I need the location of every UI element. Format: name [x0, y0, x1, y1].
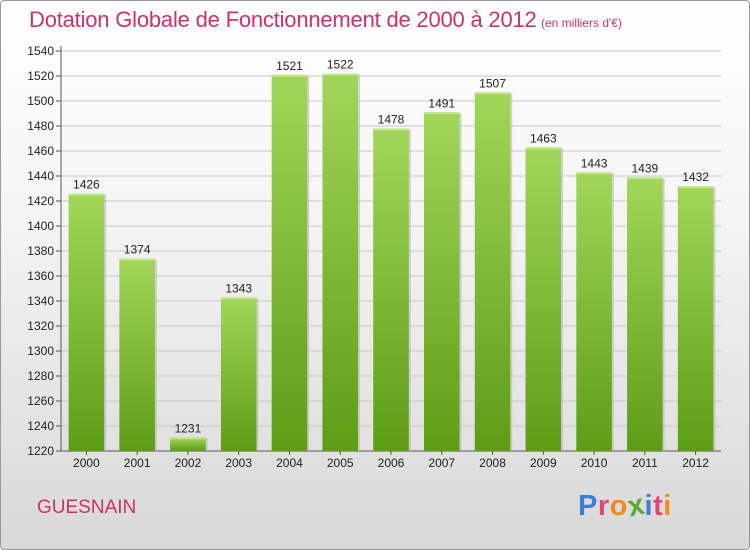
bar-2008 — [474, 92, 511, 451]
bar-value-label: 1231 — [175, 421, 202, 435]
x-tick-label: 2005 — [327, 456, 354, 470]
bar-2012 — [677, 186, 714, 451]
bar-highlight — [119, 258, 155, 261]
bar-2003 — [220, 297, 257, 451]
bar-value-label: 1522 — [327, 58, 354, 72]
bar-highlight — [677, 186, 714, 188]
bar-2005 — [322, 73, 358, 451]
bar-value-label: 1374 — [124, 243, 151, 257]
bar-value-label: 1491 — [428, 96, 455, 110]
x-tick-label: 2004 — [276, 456, 303, 470]
y-tick-label: 1400 — [27, 219, 54, 233]
y-tick-label: 1440 — [27, 169, 54, 183]
bar-highlight — [170, 437, 206, 440]
bar-highlight — [474, 92, 511, 95]
bar-value-label: 1507 — [479, 76, 506, 90]
bar-value-label: 1521 — [276, 59, 303, 73]
y-tick-label: 1420 — [27, 194, 54, 208]
y-tick-label: 1320 — [27, 319, 54, 333]
logo-letter: r — [597, 490, 610, 522]
x-tick-label: 2012 — [682, 456, 709, 470]
logo-letter: o — [609, 490, 628, 522]
bar-2001 — [119, 258, 155, 451]
x-tick-label: 2001 — [124, 456, 151, 470]
logo-letter: t — [653, 490, 664, 522]
bar-2010 — [576, 172, 612, 451]
y-tick-label: 1340 — [27, 294, 54, 308]
logo-letter: i — [663, 490, 672, 522]
y-tick-label: 1300 — [27, 344, 54, 358]
bar-2004 — [271, 74, 308, 451]
y-tick-label: 1240 — [27, 419, 54, 433]
proxiti-logo: Proxiti — [578, 489, 672, 524]
x-tick-label: 2007 — [428, 456, 455, 470]
bars — [68, 73, 716, 451]
bar-highlight — [424, 112, 460, 115]
bar-highlight — [271, 74, 308, 77]
bar-highlight — [68, 193, 105, 196]
bar-highlight — [220, 297, 257, 300]
bar-2009 — [525, 147, 562, 451]
bar-value-label: 1343 — [225, 281, 252, 295]
bar-highlight — [627, 177, 663, 180]
y-tick-label: 1540 — [27, 44, 54, 58]
chart-unit: (en milliers d'€) — [541, 16, 622, 30]
y-tick-label: 1220 — [27, 444, 54, 458]
y-tick-label: 1500 — [27, 94, 54, 108]
place-name: GUESNAIN — [37, 497, 137, 518]
logo-letter: i — [644, 490, 654, 522]
bar-highlight — [322, 73, 358, 76]
bar-2002 — [170, 437, 206, 451]
y-tick-label: 1460 — [27, 144, 54, 158]
y-tick-label: 1380 — [27, 244, 54, 258]
y-tick-labels: 1220 1240 1260 1280 1300 1320 1340 1360 1380 1400… — [27, 44, 54, 458]
x-tick-label: 2006 — [378, 456, 405, 470]
x-tick-label: 2002 — [175, 456, 202, 470]
bar-value-label: 1439 — [631, 161, 658, 175]
bar-2006 — [373, 128, 409, 451]
y-tick-label: 1480 — [27, 119, 54, 133]
bar-2000 — [68, 193, 105, 451]
bar-2007 — [424, 112, 460, 451]
bar-value-label: 1463 — [530, 131, 557, 145]
x-tick-label: 2003 — [225, 456, 252, 470]
bar-value-labels: 1426 1374 1231 1343 1521 1522 1478 1491 1507 1463… — [73, 58, 709, 436]
bar-highlight — [373, 128, 409, 131]
x-tick-labels: 2000 2001 2002 2003 2004 2005 2006 2007 2008 2009… — [73, 456, 709, 470]
y-tick-label: 1280 — [27, 369, 54, 383]
bar-value-label: 1443 — [581, 156, 608, 170]
bar-value-label: 1478 — [378, 113, 405, 127]
y-tick-label: 1360 — [27, 269, 54, 283]
x-tick-label: 2011 — [632, 456, 658, 470]
bar-2011 — [627, 177, 663, 451]
bar-highlight — [576, 172, 612, 175]
x-tick-label: 2000 — [73, 456, 100, 470]
y-tick-label: 1260 — [27, 394, 54, 408]
x-tick-label: 2009 — [530, 456, 557, 470]
bar-value-label: 1426 — [73, 178, 100, 192]
x-tick-label: 2010 — [581, 456, 608, 470]
bar-value-label: 1432 — [682, 170, 709, 184]
bar-highlight — [525, 147, 562, 150]
x-tick-label: 2008 — [479, 456, 506, 470]
chart-title: Dotation Globale de Fonctionnement de 20… — [29, 7, 537, 32]
y-tick-label: 1520 — [27, 69, 54, 83]
logo-letter: P — [578, 490, 598, 522]
